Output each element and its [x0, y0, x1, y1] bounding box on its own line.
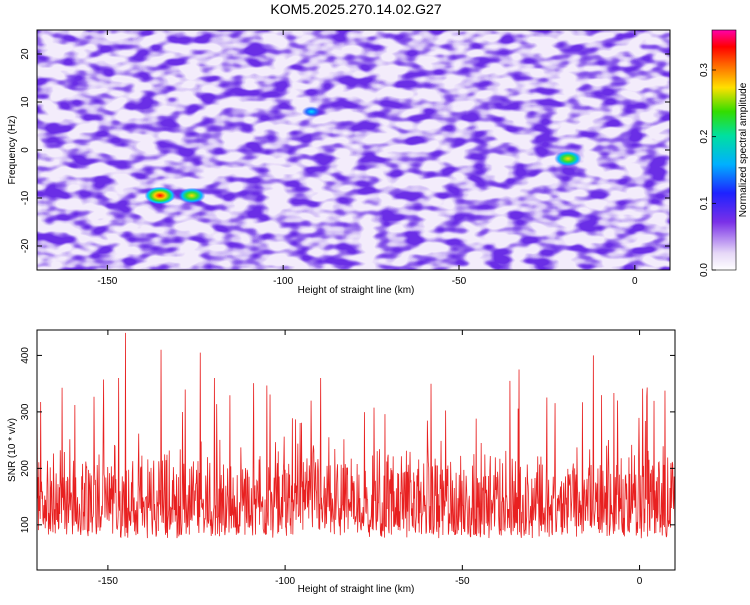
snr-y-tick-label: 400	[20, 347, 31, 364]
heatmap-x-tick-label: -50	[452, 276, 467, 287]
heatmap-x-tick-label: 0	[632, 276, 638, 287]
snr-background	[37, 330, 675, 570]
heatmap-y-tick-label: -20	[20, 238, 31, 253]
snr-y-tick-label: 200	[20, 460, 31, 477]
heatmap-y-tick-label: 0	[20, 147, 31, 153]
snr-x-tick-label: 0	[637, 576, 643, 587]
colorbar: 0.0 0.1 0.2 0.3 Normalized spectral amplitu…	[699, 29, 749, 277]
colorbar-frame	[711, 29, 737, 271]
heatmap-x-tick-label: -150	[97, 276, 117, 287]
heatmap-y-ticks: -20 -10 0 10 20	[20, 48, 670, 253]
colorbar-tick-label: 0.0	[699, 263, 710, 277]
heatmap-peak	[144, 186, 176, 205]
heatmap-x-axis-label: Height of straight line (km)	[298, 285, 415, 296]
colorbar-gradient	[712, 30, 736, 270]
colorbar-ticks: 0.0 0.1 0.2 0.3	[699, 63, 716, 277]
snr-x-tick-label: -100	[275, 576, 295, 587]
snr-frame	[36, 329, 676, 571]
heatmap-y-tick-label: 10	[20, 96, 31, 108]
heatmap-noise-field	[37, 30, 670, 270]
heatmap-y-tick-label: -10	[20, 190, 31, 205]
colorbar-label: Normalized spectral amplitude	[738, 82, 749, 217]
heatmap-peak	[301, 106, 321, 118]
snr-y-tick-label: 100	[20, 516, 31, 533]
snr-x-ticks: -150 -100 -50 0	[98, 330, 643, 587]
snr-x-tick-label: -50	[455, 576, 470, 587]
heatmap-peak	[554, 150, 582, 167]
snr-x-tick-label: -150	[98, 576, 118, 587]
snr-y-tick-label: 300	[20, 403, 31, 420]
heatmap-x-ticks: -150 -100 -50 0	[97, 30, 638, 287]
snr-y-ticks: 100 200 300 400	[20, 347, 675, 533]
heatmap-x-tick-label: -100	[273, 276, 293, 287]
snr-panel: -150 -100 -50 0 100 200 300 400 Height of stra…	[7, 329, 676, 595]
heatmap-y-tick-label: 20	[20, 48, 31, 60]
heatmap-y-axis-label: Frequency (Hz)	[7, 116, 18, 185]
heatmap-peaks	[144, 106, 582, 205]
chart-title: KOM5.2025.270.14.02.G27	[270, 1, 441, 17]
colorbar-tick-label: 0.3	[699, 63, 710, 77]
heatmap-peak	[177, 187, 206, 204]
snr-x-axis-label: Height of straight line (km)	[298, 584, 415, 595]
colorbar-tick-label: 0.2	[699, 129, 710, 143]
snr-series-line	[37, 332, 675, 539]
snr-y-axis-label: SNR (10 * v/v)	[7, 418, 18, 482]
colorbar-tick-label: 0.1	[699, 196, 710, 210]
